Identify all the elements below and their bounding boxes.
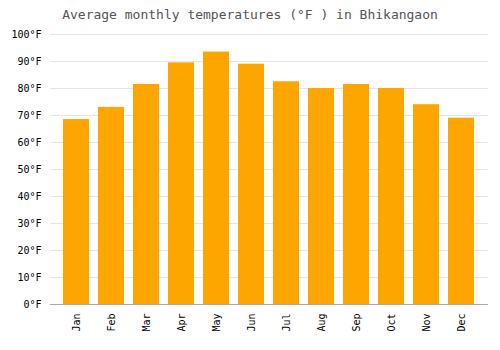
svg-text:0°F: 0°F: [23, 299, 41, 310]
svg-text:40°F: 40°F: [17, 191, 41, 202]
html-text:Average monthly temperatures (: Average monthly temperatures (°F ) in Bh…: [62, 7, 438, 22]
svg-text:Apr: Apr: [176, 314, 187, 332]
svg-text:50°F: 50°F: [17, 164, 41, 175]
svg-text:20°F: 20°F: [17, 245, 41, 256]
svg-text:Jan: Jan: [71, 314, 82, 332]
svg-text:10°F: 10°F: [17, 272, 41, 283]
svg-text:90°F: 90°F: [17, 56, 41, 67]
svg-text:Sep: Sep: [351, 314, 362, 332]
svg-text:80°F: 80°F: [17, 83, 41, 94]
svg-text:100°F: 100°F: [11, 29, 41, 40]
svg-text:Jun: Jun: [246, 314, 257, 332]
svg-text:70°F: 70°F: [17, 110, 41, 121]
svg-text:Jul: Jul: [281, 314, 292, 332]
svg-text:60°F: 60°F: [17, 137, 41, 148]
svg-text:Oct: Oct: [386, 314, 397, 332]
svg-text:Aug: Aug: [316, 314, 327, 332]
svg-text:30°F: 30°F: [17, 218, 41, 229]
svg-text:Feb: Feb: [106, 314, 117, 332]
svg-text:Mar: Mar: [141, 314, 152, 332]
svg-text:Dec: Dec: [456, 314, 467, 332]
svg-text:May: May: [211, 314, 222, 332]
svg-text:Nov: Nov: [421, 314, 432, 332]
